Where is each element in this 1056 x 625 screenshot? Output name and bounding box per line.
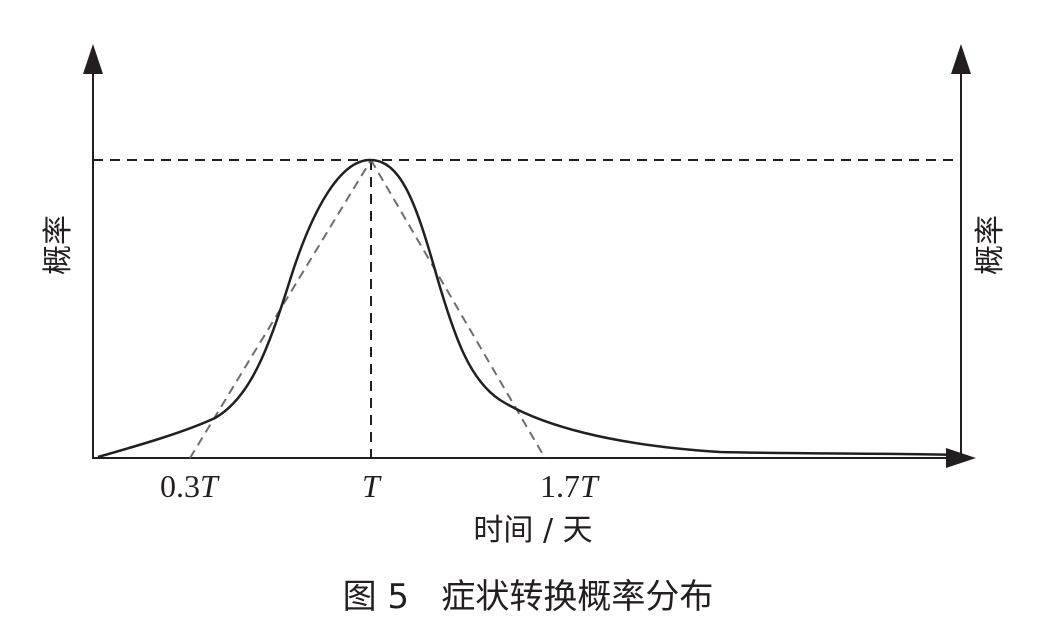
triangle-right-edge	[370, 159, 546, 459]
tick-label-0.3T: 0.3T	[160, 468, 220, 504]
right-y-axis-arrow	[951, 44, 971, 74]
distribution-curve	[97, 158, 959, 459]
left-y-axis-arrow	[83, 44, 103, 74]
x-axis-arrow	[946, 448, 976, 468]
triangle-left-edge	[189, 159, 372, 459]
left-y-axis-label: 概率	[41, 215, 76, 275]
tick-label-1.7T: 1.7T	[540, 468, 600, 504]
x-axis-label: 时间 / 天	[473, 513, 592, 548]
figure-caption: 图 5 症状转换概率分布	[343, 577, 714, 617]
tick-label-T: T	[362, 468, 382, 504]
right-y-axis-label: 概率	[973, 215, 1008, 275]
